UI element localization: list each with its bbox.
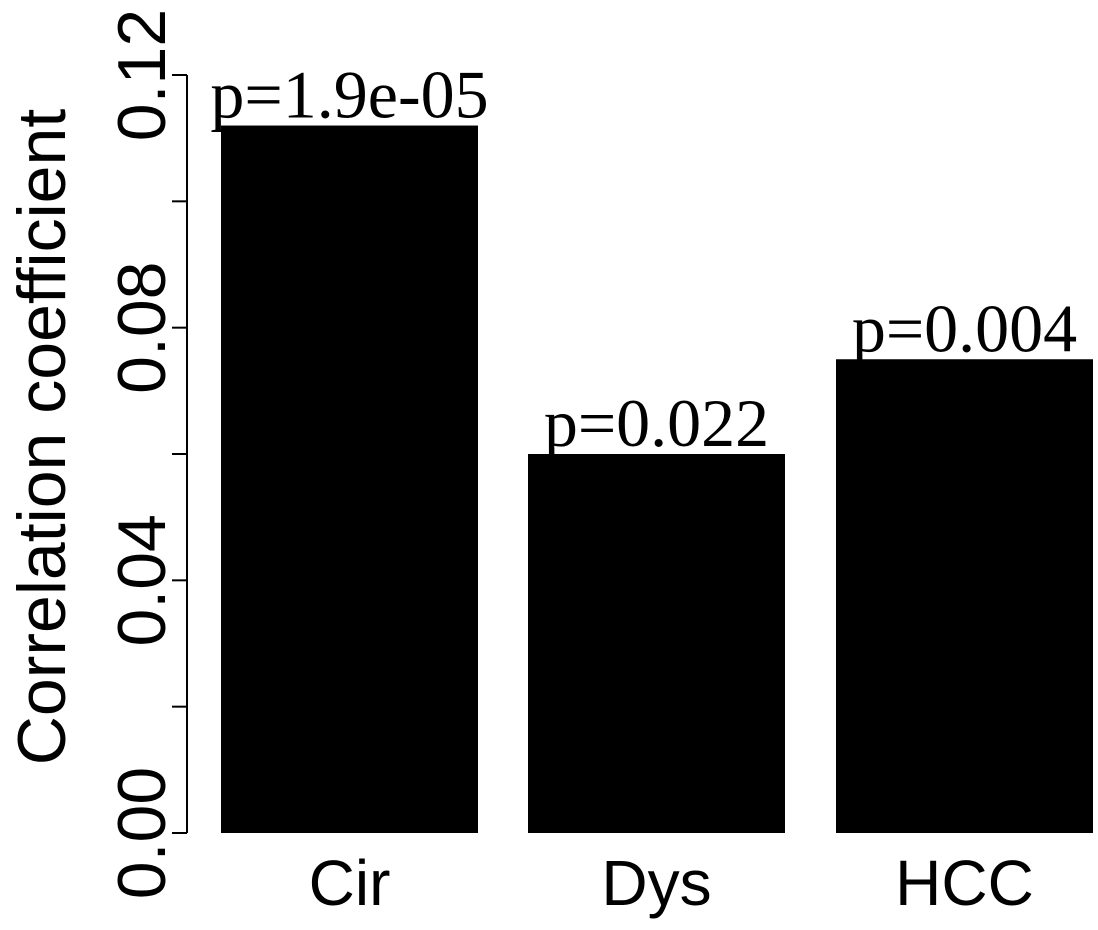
y-axis: 0.00 0.04 0.08 0.12 bbox=[104, 9, 188, 899]
bar-labels: p=1.9e-05 p=0.022 p=0.004 bbox=[210, 57, 1077, 461]
bar-hcc bbox=[836, 359, 1093, 833]
x-axis-labels: Cir Dys HCC bbox=[309, 847, 1034, 919]
p-value-label: p=1.9e-05 bbox=[210, 57, 488, 133]
bars bbox=[221, 125, 1093, 834]
p-value-label: p=0.022 bbox=[544, 385, 769, 461]
y-tick-label: 0.12 bbox=[104, 9, 180, 141]
x-tick-label: HCC bbox=[895, 847, 1034, 919]
y-tick-label: 0.04 bbox=[104, 514, 180, 646]
y-tick-label: 0.00 bbox=[104, 767, 180, 899]
x-tick-label: Dys bbox=[601, 847, 711, 919]
y-axis-label: Correlation coefficient bbox=[4, 109, 80, 766]
y-tick-label: 0.08 bbox=[104, 261, 180, 393]
bar-cir bbox=[221, 125, 478, 834]
x-tick-label: Cir bbox=[309, 847, 391, 919]
bar-dys bbox=[528, 454, 785, 833]
p-value-label: p=0.004 bbox=[852, 290, 1077, 366]
